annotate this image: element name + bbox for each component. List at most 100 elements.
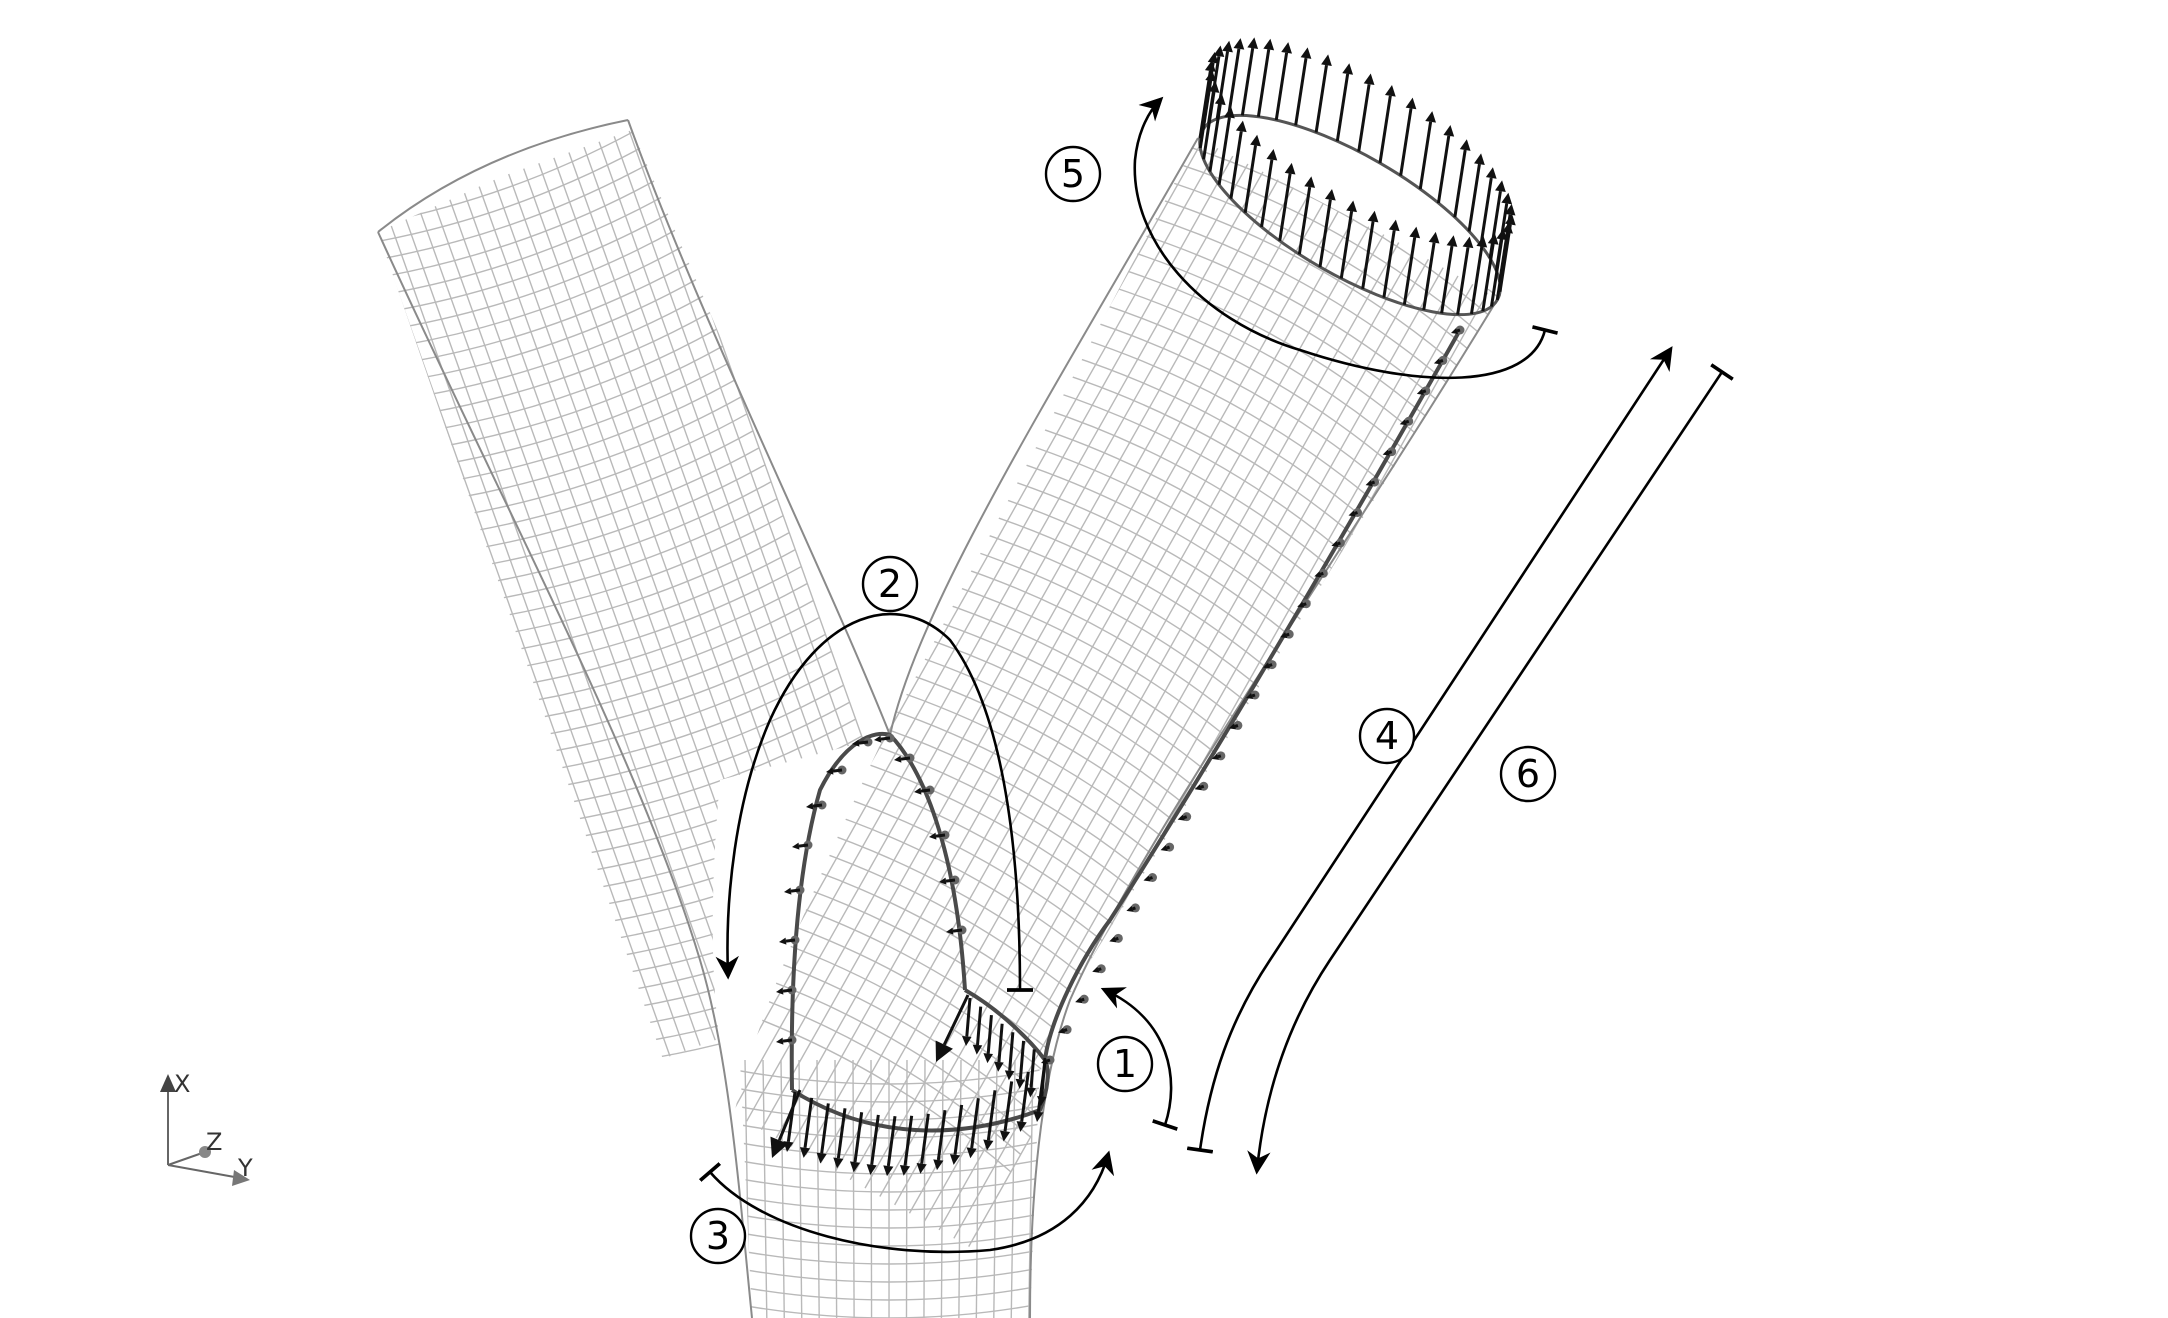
mesh-line xyxy=(953,292,1489,1239)
vector-arrow xyxy=(1439,358,1444,363)
mesh-line xyxy=(378,222,671,1057)
mesh-line xyxy=(464,413,748,516)
mesh-line xyxy=(494,498,778,601)
vector-arrow-head xyxy=(1462,236,1474,249)
vector-arrow-head xyxy=(914,787,922,795)
vector-arrow-head xyxy=(1041,1057,1049,1065)
vector-arrow xyxy=(1097,967,1102,972)
vector-arrow-head xyxy=(1342,63,1354,75)
vector-arrow xyxy=(836,1108,847,1159)
mesh-line xyxy=(548,650,832,753)
mesh-line xyxy=(774,877,1081,1051)
svg-text:4: 4 xyxy=(1375,714,1399,758)
mesh-line xyxy=(397,226,681,329)
mesh-line xyxy=(447,195,747,1030)
mesh-line xyxy=(804,825,1110,999)
vector-arrow xyxy=(790,888,801,893)
mesh-line xyxy=(892,668,1199,842)
axis-label-x: X xyxy=(174,1070,190,1098)
vector-arrow xyxy=(1217,754,1222,759)
vector-arrow xyxy=(1354,511,1358,515)
vector-arrow-head xyxy=(1409,226,1421,239)
vector-arrow-head xyxy=(852,739,860,747)
mesh-line xyxy=(958,1060,962,1318)
vector-arrow xyxy=(1469,246,1484,315)
vector-arrow-head xyxy=(1109,936,1117,943)
vector-arrow xyxy=(1378,95,1392,164)
vector-arrow-head xyxy=(983,1053,994,1064)
path-arrow-3 xyxy=(698,1150,1115,1254)
vector-arrow-head xyxy=(1474,153,1485,165)
mesh-line xyxy=(597,786,881,889)
vector-arrow xyxy=(820,1103,830,1154)
mesh-line xyxy=(853,737,1159,912)
mesh-line xyxy=(542,633,826,736)
mesh-line xyxy=(968,300,1500,1247)
vector-arrow-head xyxy=(1213,45,1225,58)
vector-arrow-head xyxy=(1346,200,1357,213)
mesh-line xyxy=(554,667,838,770)
step-label-1: 1 xyxy=(1096,1035,1154,1093)
mesh-line xyxy=(507,173,807,1009)
vector-arrow-head xyxy=(1037,1096,1047,1106)
vector-arrow-head xyxy=(1016,1121,1027,1132)
mesh-line xyxy=(740,1177,1040,1193)
vector-arrow xyxy=(786,1091,797,1143)
vector-arrow-head xyxy=(999,1130,1011,1142)
vector-arrow xyxy=(1003,1081,1014,1132)
svg-text:3: 3 xyxy=(706,1214,730,1258)
vector-arrow xyxy=(782,1038,793,1043)
vector-arrow xyxy=(1080,997,1085,1002)
axes-triad: X Z Y xyxy=(160,1070,253,1186)
vector-arrow xyxy=(970,1098,980,1149)
mesh-line xyxy=(560,684,844,787)
mesh-line xyxy=(391,209,675,312)
mesh-line xyxy=(834,1060,838,1318)
vector-arrow-head xyxy=(874,735,882,743)
vector-arrow xyxy=(1294,57,1308,126)
vector-arrow-head xyxy=(1367,210,1379,223)
vector-arrow xyxy=(1302,602,1307,607)
vector-arrow-head xyxy=(1363,73,1375,86)
mesh-line xyxy=(530,599,814,702)
mesh-line xyxy=(820,217,1355,1164)
path-arrow-6 xyxy=(1247,363,1734,1175)
vector-arrow xyxy=(1008,1032,1015,1071)
vector-arrow-head xyxy=(972,1044,983,1055)
vector-arrow xyxy=(1314,64,1328,133)
step-label-5: 5 xyxy=(1044,145,1102,203)
mesh-line xyxy=(598,141,890,977)
mesh-line xyxy=(506,532,790,634)
vector-arrow-head xyxy=(1075,997,1083,1004)
mesh-line xyxy=(823,790,1130,964)
vector-arrow-head xyxy=(1247,37,1259,49)
mesh-line xyxy=(740,1303,1040,1318)
vector-arrow-head xyxy=(1425,111,1436,123)
mesh-line xyxy=(1010,1060,1016,1318)
mesh-line xyxy=(905,1060,908,1318)
vector-arrow xyxy=(1018,1040,1026,1080)
left-branch-mesh xyxy=(378,125,890,1058)
vector-arrow xyxy=(945,878,956,883)
mesh-line xyxy=(621,854,890,957)
vector-arrow-head xyxy=(1321,54,1332,67)
vector-arrow xyxy=(880,736,891,741)
mesh-line xyxy=(762,1060,768,1318)
vector-arrow-head xyxy=(1384,85,1396,97)
mesh-line xyxy=(482,464,766,567)
vector-arrow xyxy=(1456,328,1461,333)
mesh-line xyxy=(432,200,731,1036)
mesh-line xyxy=(863,720,1169,894)
mesh-line xyxy=(780,1060,785,1318)
mesh-line xyxy=(1028,1060,1034,1318)
vector-arrow xyxy=(1029,1049,1036,1088)
vector-arrow-head xyxy=(1160,845,1168,852)
vector-arrow-head xyxy=(929,832,937,840)
vector-arrow xyxy=(1251,693,1256,698)
vector-arrow-head xyxy=(779,937,787,945)
vector-arrow xyxy=(1200,784,1205,789)
mesh-line xyxy=(512,548,796,651)
vector-arrow-head xyxy=(1388,219,1400,232)
vector-arrow xyxy=(1339,211,1354,279)
vector-arrow-head xyxy=(1126,905,1134,912)
